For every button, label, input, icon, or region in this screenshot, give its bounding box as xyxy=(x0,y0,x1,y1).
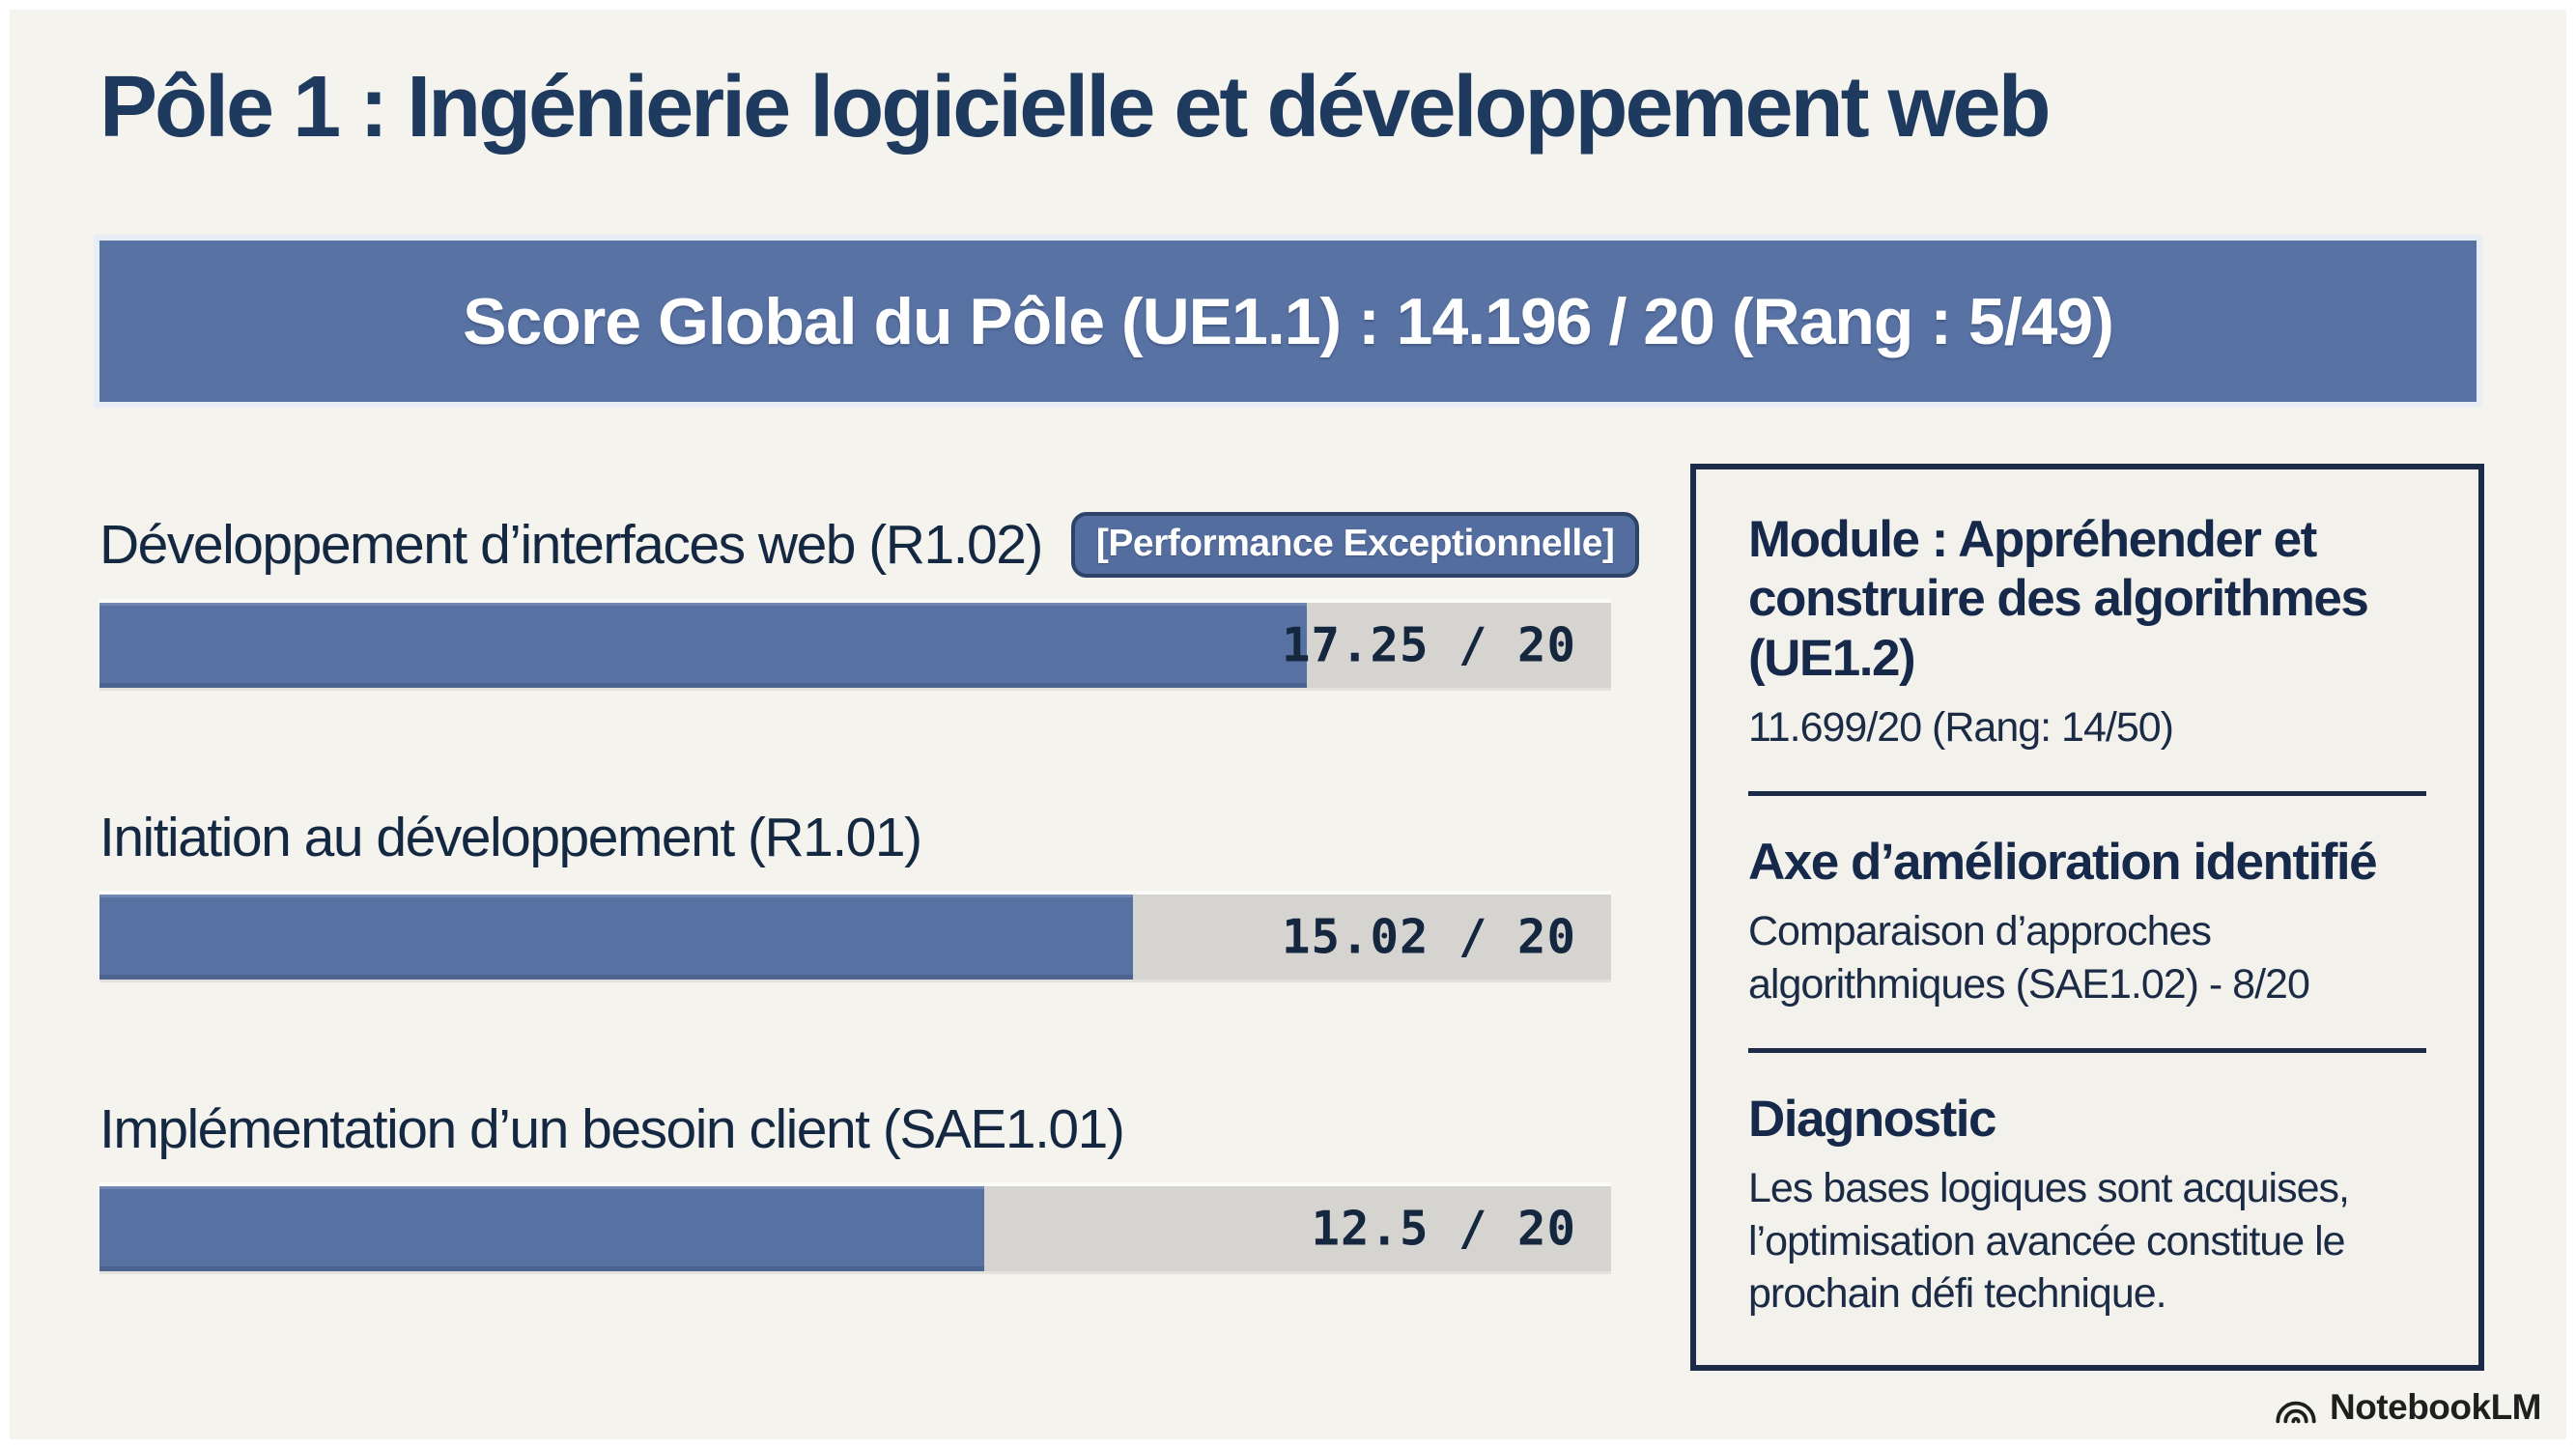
notebooklm-icon xyxy=(2276,1401,2316,1424)
bar-label: Implémentation d’un besoin client (SAE1.… xyxy=(99,1098,1125,1160)
performance-badge: [Performance Exceptionnelle] xyxy=(1070,512,1640,578)
divider xyxy=(1748,791,2426,797)
bar-track: 12.5 / 20 xyxy=(99,1186,1611,1271)
main-content: Développement d’interfaces web (R1.02) [… xyxy=(99,464,2484,1389)
bar-chart: Développement d’interfaces web (R1.02) [… xyxy=(99,464,1640,1389)
module-info-panel: Module : Appréhender et construire des a… xyxy=(1690,464,2484,1371)
bar-row-r101: Initiation au développement (R1.01) 15.0… xyxy=(99,806,1611,980)
module-heading: Module : Appréhender et construire des a… xyxy=(1748,511,2369,687)
improvement-heading: Axe d’amélioration identifié xyxy=(1748,834,2378,892)
diagnostic-heading: Diagnostic xyxy=(1748,1090,1996,1148)
brand-footer: NotebookLM xyxy=(2274,1387,2542,1428)
global-score-banner: Score Global du Pôle (UE1.1) : 14.196 / … xyxy=(99,241,2477,402)
bar-value: 17.25 / 20 xyxy=(1281,617,1576,673)
bar-fill xyxy=(99,1186,984,1271)
page-title: Pôle 1 : Ingénierie logicielle et dévelo… xyxy=(99,59,2052,156)
bar-row-r102: Développement d’interfaces web (R1.02) [… xyxy=(99,512,1640,688)
bar-fill xyxy=(99,895,1134,980)
module-score: 11.699/20 (Rang: 14/50) xyxy=(1748,704,2174,752)
bar-fill xyxy=(99,603,1308,688)
bar-label-line: Développement d’interfaces web (R1.02) [… xyxy=(99,512,1640,578)
improvement-body: Comparaison d’approches algorithmiques (… xyxy=(1748,908,2310,1009)
bar-label: Initiation au développement (R1.01) xyxy=(99,807,922,868)
bar-track: 17.25 / 20 xyxy=(99,603,1611,688)
bar-track: 15.02 / 20 xyxy=(99,895,1611,980)
bar-label: Développement d’interfaces web (R1.02) xyxy=(99,514,1043,576)
bar-value: 15.02 / 20 xyxy=(1281,909,1576,965)
bar-row-sae101: Implémentation d’un besoin client (SAE1.… xyxy=(99,1097,1611,1271)
global-score-text: Score Global du Pôle (UE1.1) : 14.196 / … xyxy=(463,284,2114,358)
bar-value: 12.5 / 20 xyxy=(1311,1201,1576,1257)
divider xyxy=(1748,1047,2426,1053)
bar-label-line: Initiation au développement (R1.01) xyxy=(99,806,1611,869)
brand-name: NotebookLM xyxy=(2329,1387,2542,1427)
bar-label-line: Implémentation d’un besoin client (SAE1.… xyxy=(99,1097,1611,1161)
diagnostic-body: Les bases logiques sont acquises, l’opti… xyxy=(1748,1165,2350,1318)
